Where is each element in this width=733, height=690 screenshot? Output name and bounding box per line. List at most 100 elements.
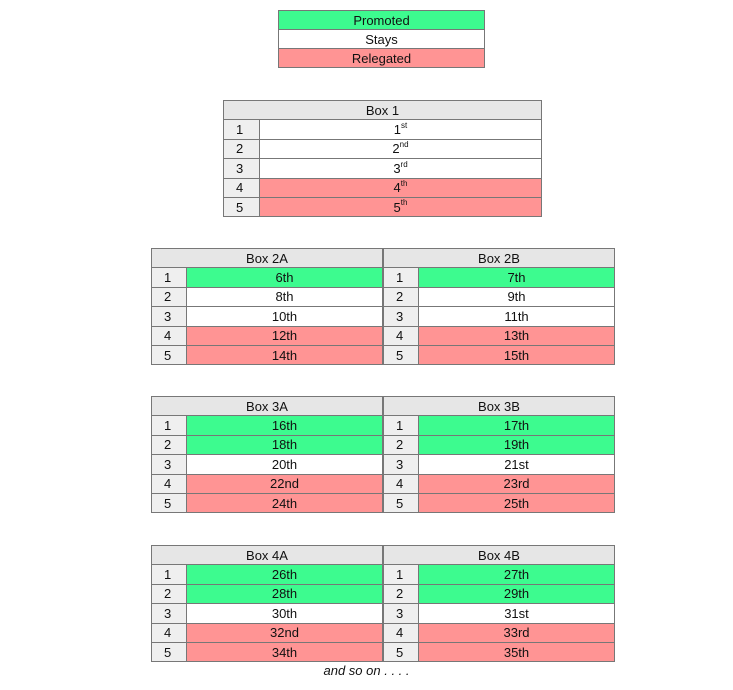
position-cell: 3rd — [259, 158, 542, 179]
position-suffix: rd — [400, 159, 408, 169]
row-number: 1 — [383, 415, 419, 436]
box-3a-row: 4 22nd — [151, 473, 383, 494]
position-cell: 1st — [259, 119, 542, 140]
row-number: 4 — [151, 325, 187, 346]
legend-relegated: Relegated — [278, 48, 485, 68]
row-number: 4 — [151, 622, 187, 643]
box-2a-row: 1 6th — [151, 267, 383, 288]
position-suffix: st — [401, 120, 408, 130]
box-4a-row: 3 30th — [151, 603, 383, 624]
row-number: 1 — [383, 267, 419, 288]
box-4a-row: 1 26th — [151, 564, 383, 585]
position-cell: 5th — [259, 196, 542, 218]
position-cell: 21st — [418, 454, 615, 475]
row-number: 2 — [151, 286, 187, 308]
position-cell: 34th — [186, 641, 383, 663]
box-4b-table: Box 4B 1 27th 2 29th 3 31st 4 33rd 5 35th — [383, 544, 615, 663]
box-3b-row: 1 17th — [383, 415, 615, 436]
position-cell: 15th — [418, 344, 615, 366]
position-cell: 14th — [186, 344, 383, 366]
row-number: 4 — [383, 622, 419, 643]
position-cell: 16th — [186, 415, 383, 436]
row-number: 3 — [223, 158, 260, 179]
position-number: 5 — [393, 199, 401, 215]
box-1-row: 1 1st — [223, 119, 542, 140]
position-cell: 18th — [186, 434, 383, 456]
box-3a-row: 1 16th — [151, 415, 383, 436]
row-number: 1 — [223, 119, 260, 140]
row-number: 5 — [383, 641, 419, 663]
box-3b-row: 5 25th — [383, 492, 615, 514]
position-cell: 29th — [418, 583, 615, 605]
position-cell: 35th — [418, 641, 615, 663]
position-cell: 28th — [186, 583, 383, 605]
position-cell: 8th — [186, 286, 383, 308]
box-4a-row: 5 34th — [151, 641, 383, 663]
row-number: 4 — [151, 473, 187, 494]
box-2b-table: Box 2B 1 7th 2 9th 3 11th 4 13th 5 15th — [383, 247, 615, 366]
row-number: 4 — [383, 325, 419, 346]
box-3b-table: Box 3B 1 17th 2 19th 3 21st 4 23rd 5 25th — [383, 395, 615, 514]
row-number: 4 — [383, 473, 419, 494]
position-cell: 11th — [418, 306, 615, 327]
row-number: 5 — [383, 344, 419, 366]
position-cell: 20th — [186, 454, 383, 475]
row-number: 5 — [151, 641, 187, 663]
box-4b-row: 3 31st — [383, 603, 615, 624]
box-1-title: Box 1 — [223, 99, 542, 121]
row-number: 3 — [383, 603, 419, 624]
footer-note: and so on . . . . — [323, 663, 410, 678]
box-2b-row: 2 9th — [383, 286, 615, 308]
box-2a-row: 3 10th — [151, 306, 383, 327]
box-2b-row: 5 15th — [383, 344, 615, 366]
row-number: 1 — [151, 415, 187, 436]
position-cell: 12th — [186, 325, 383, 346]
position-cell: 19th — [418, 434, 615, 456]
box-4a-table: Box 4A 1 26th 2 28th 3 30th 4 32nd 5 34th — [151, 544, 383, 663]
box-3a-table: Box 3A 1 16th 2 18th 3 20th 4 22nd 5 24th — [151, 395, 383, 514]
row-number: 3 — [383, 306, 419, 327]
position-cell: 30th — [186, 603, 383, 624]
row-number: 5 — [151, 344, 187, 366]
row-number: 4 — [223, 177, 260, 198]
box-2b-title: Box 2B — [383, 247, 615, 269]
legend-table: Promoted Stays Relegated — [278, 10, 485, 68]
row-number: 2 — [151, 434, 187, 456]
row-number: 3 — [151, 454, 187, 475]
row-number: 2 — [383, 434, 419, 456]
box-2b-row: 4 13th — [383, 325, 615, 346]
box-4a-title: Box 4A — [151, 544, 383, 566]
row-number: 5 — [223, 196, 260, 218]
box-3a-row: 3 20th — [151, 454, 383, 475]
box-3a-row: 5 24th — [151, 492, 383, 514]
position-cell: 7th — [418, 267, 615, 288]
position-cell: 9th — [418, 286, 615, 308]
box-3a-row: 2 18th — [151, 434, 383, 456]
position-number: 3 — [393, 160, 401, 176]
position-cell: 13th — [418, 325, 615, 346]
position-cell: 22nd — [186, 473, 383, 494]
box-3a-title: Box 3A — [151, 395, 383, 417]
position-cell: 27th — [418, 564, 615, 585]
row-number: 2 — [383, 583, 419, 605]
box-1-row: 2 2nd — [223, 138, 542, 160]
position-cell: 2nd — [259, 138, 542, 160]
box-4b-title: Box 4B — [383, 544, 615, 566]
box-2a-title: Box 2A — [151, 247, 383, 269]
box-1-row: 4 4th — [223, 177, 542, 198]
position-cell: 25th — [418, 492, 615, 514]
box-4a-row: 2 28th — [151, 583, 383, 605]
position-cell: 6th — [186, 267, 383, 288]
row-number: 2 — [151, 583, 187, 605]
box-2a-row: 2 8th — [151, 286, 383, 308]
position-suffix: nd — [399, 140, 409, 150]
box-3b-row: 4 23rd — [383, 473, 615, 494]
box-4a-row: 4 32nd — [151, 622, 383, 643]
position-cell: 31st — [418, 603, 615, 624]
position-number: 2 — [392, 141, 400, 157]
position-cell: 26th — [186, 564, 383, 585]
position-cell: 10th — [186, 306, 383, 327]
position-cell: 33rd — [418, 622, 615, 643]
box-1-row: 3 3rd — [223, 158, 542, 179]
box-3b-row: 3 21st — [383, 454, 615, 475]
